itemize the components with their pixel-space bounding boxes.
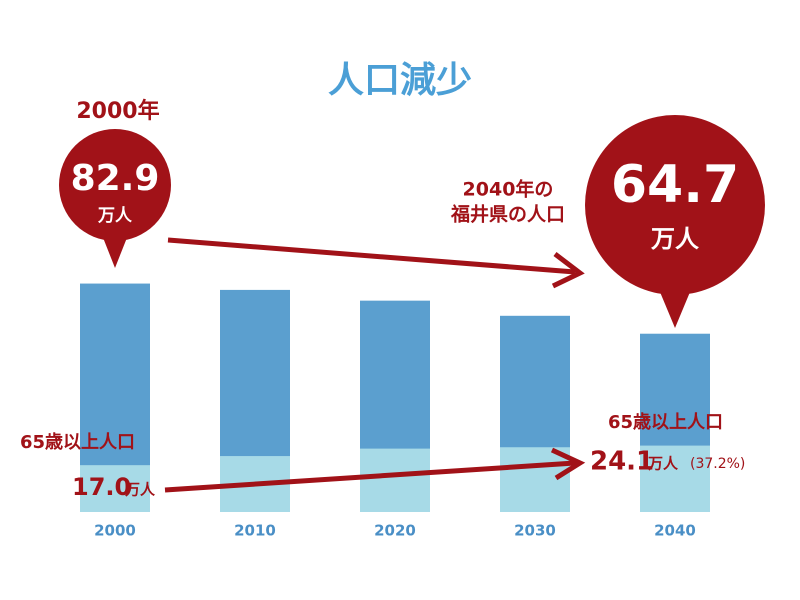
arrow-head — [550, 447, 586, 481]
x-tick-label: 2020 — [374, 522, 416, 540]
x-tick-label: 2040 — [654, 522, 696, 540]
callout-pointer — [100, 230, 130, 268]
unit: 万人 — [97, 206, 133, 226]
trend-arrow — [167, 237, 576, 275]
chart-title: 人口減少 — [328, 60, 472, 101]
unit: 万人 — [647, 455, 679, 473]
bar — [360, 448, 430, 512]
value-label: 64.7 — [611, 155, 739, 215]
value-label: 24.1 — [590, 447, 654, 477]
caption: 2040年の — [463, 178, 554, 201]
x-tick-label: 2010 — [234, 522, 276, 540]
bars — [80, 283, 710, 512]
elderly-share: (37.2%) — [690, 456, 745, 472]
elderly-caption: 65歳以上人口 — [608, 412, 723, 433]
unit: 万人 — [124, 481, 156, 499]
elderly-caption: 65歳以上人口 — [20, 432, 135, 453]
value-label: 82.9 — [71, 158, 160, 199]
value-label: 17.0 — [72, 473, 131, 501]
callout-bubble — [59, 129, 171, 241]
x-tick-label: 2030 — [514, 522, 556, 540]
unit: 万人 — [651, 225, 699, 253]
bar — [80, 465, 150, 512]
bar — [640, 445, 710, 512]
callout-pointer — [655, 280, 695, 328]
bar — [500, 447, 570, 512]
start-year: 2000年 — [76, 98, 159, 124]
x-tick-label: 2000 — [94, 522, 136, 540]
callout-bubble — [585, 115, 765, 295]
arrow-head — [551, 252, 585, 289]
trend-arrow — [164, 460, 576, 493]
caption: 福井県の人口 — [450, 203, 565, 226]
